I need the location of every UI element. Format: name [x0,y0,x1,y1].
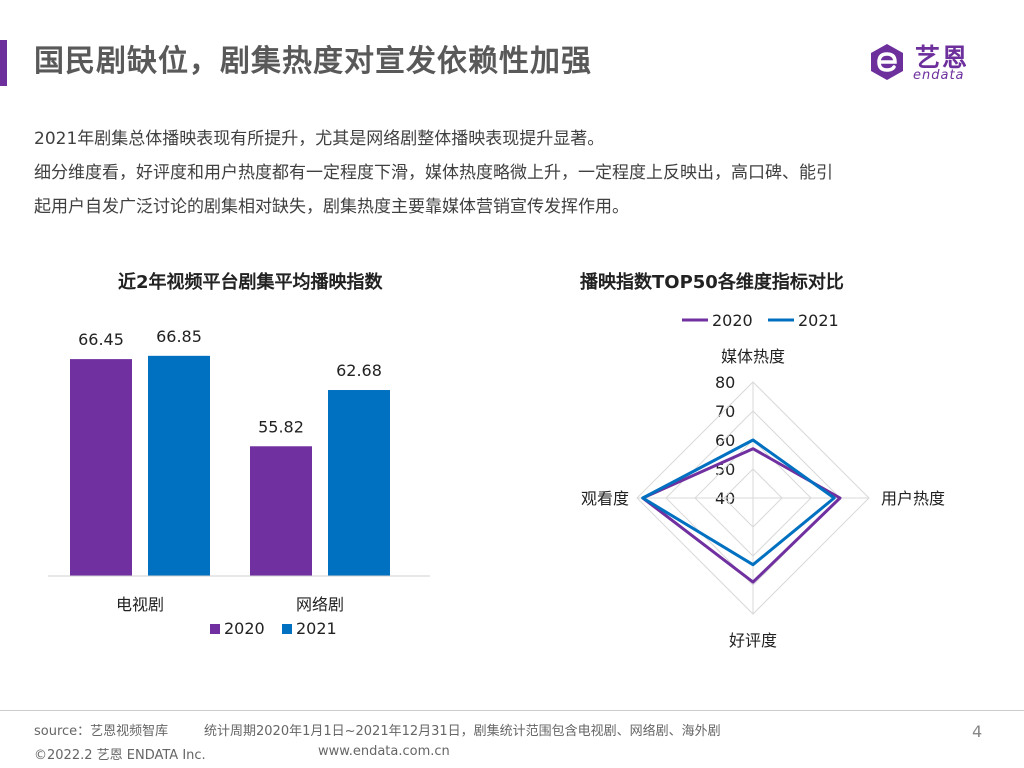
legend-swatch-2020 [210,624,220,634]
bar-chart-title: 近2年视频平台剧集平均播映指数 [118,272,383,293]
radar-axis-label: 用户热度 [881,489,945,508]
footer-website[interactable]: www.endata.com.cn [318,744,450,759]
intro-line-1: 2021年剧集总体播映表现有所提升，尤其是网络剧整体播映表现提升显著。 [34,129,605,149]
footer-divider [0,710,1024,711]
endata-logo: 艺恩 endata [865,40,995,86]
logo-cn-text: 艺恩 [915,43,970,72]
bar-2020-1 [250,446,312,576]
radar-axis-label: 媒体热度 [721,347,785,366]
radar-tick-label: 80 [715,373,735,392]
radar-tick-label: 70 [715,402,735,421]
bar-value-label: 62.68 [336,361,382,380]
bar-value-label: 66.85 [156,327,202,346]
bar-value-label: 66.45 [78,330,124,349]
page-number: 4 [972,722,983,741]
footer-source: source：艺恩视频智库 [34,724,169,739]
legend-label-2020: 2020 [224,619,265,638]
bar-chart: 66.45 66.85 电视剧 55.82 62.68 网络剧 2020 2021 [48,327,430,638]
title-accent-bar [0,40,7,86]
x-tick-label: 网络剧 [296,595,344,614]
intro-text: 2021年剧集总体播映表现有所提升，尤其是网络剧整体播映表现提升显著。 细分维度… [34,122,994,224]
bar-2021-0 [148,355,210,576]
radar-tick-label: 60 [715,431,735,450]
legend-label-2021: 2021 [296,619,337,638]
bar-2021-1 [328,390,390,576]
endata-logo-icon [871,44,903,80]
radar-legend-label-2020: 2020 [712,311,753,330]
page-title: 国民剧缺位，剧集热度对宣发依赖性加强 [34,44,592,79]
radar-axis-label: 观看度 [581,489,629,508]
logo-en-text: endata [913,68,965,83]
bar-value-label: 55.82 [258,417,304,436]
radar-series-2021 [641,438,836,567]
radar-chart-title: 播映指数TOP50各维度指标对比 [580,272,844,293]
intro-line-3: 起用户自发广泛讨论的剧集相对缺失，剧集热度主要靠媒体营销宣传发挥作用。 [34,197,629,217]
footer-copyright: ©2022.2 艺恩 ENDATA Inc. [34,748,206,763]
radar-axis-label: 好评度 [729,631,777,650]
footer-period: 统计周期2020年1月1日~2021年12月31日，剧集统计范围包含电视剧、网络… [204,724,721,739]
x-tick-label: 电视剧 [116,595,164,614]
intro-line-2: 细分维度看，好评度和用户热度都有一定程度下滑，媒体热度略微上升，一定程度上反映出… [34,163,833,183]
bar-2020-0 [70,359,132,576]
radar-legend-label-2021: 2021 [798,311,839,330]
legend-swatch-2021 [282,624,292,634]
